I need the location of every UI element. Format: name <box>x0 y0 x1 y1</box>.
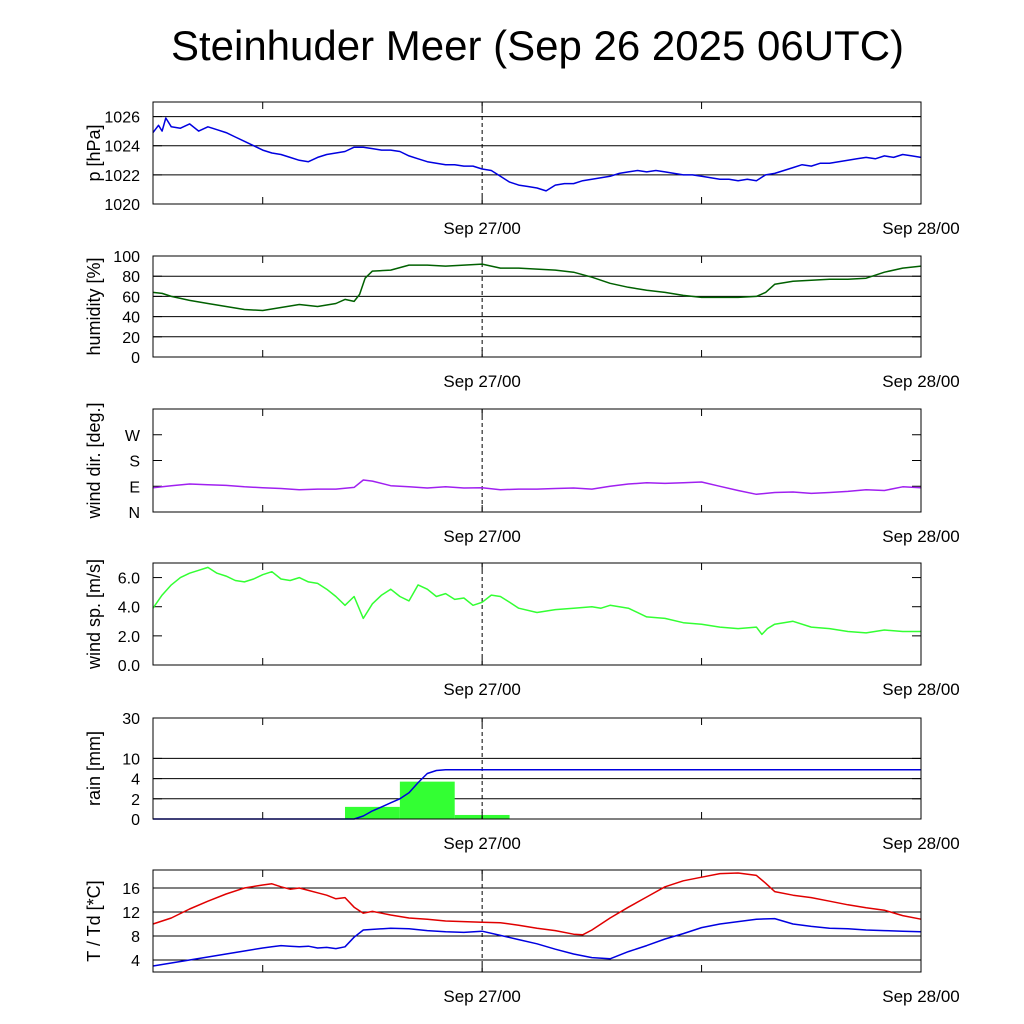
temperature-ytick-label: 16 <box>122 881 140 898</box>
temperature-xtick-label: Sep 27/00 <box>443 987 521 1006</box>
wind_dir-ytick-label: S <box>129 454 140 471</box>
humidity-xtick-label: Sep 27/00 <box>443 372 521 391</box>
humidity-ytick-label: 20 <box>122 330 140 347</box>
wind_dir-ytick-label: N <box>128 505 140 522</box>
rain-bar <box>482 814 510 819</box>
rain-ytick-label: 4 <box>131 772 140 789</box>
pressure-frame <box>152 101 922 205</box>
humidity-frame <box>152 255 922 358</box>
pressure-ytick-label: 1022 <box>104 168 140 185</box>
chart-title: Steinhuder Meer (Sep 26 2025 06UTC) <box>170 22 905 69</box>
wind_speed-ytick-label: 2.0 <box>118 629 140 646</box>
rain-ytick-label: 0 <box>131 812 140 829</box>
wind_dir-ytick-label: W <box>125 428 141 445</box>
humidity-ylabel: humidity [%] <box>84 257 104 355</box>
temperature-frame <box>152 869 922 973</box>
pressure-ytick-label: 1024 <box>104 139 140 156</box>
temperature-ytick-label: 4 <box>131 953 140 970</box>
rain-ytick-label: 10 <box>122 751 140 768</box>
rain-frame <box>152 717 922 820</box>
rain-bar <box>454 814 483 819</box>
pressure-xtick-label: Sep 28/00 <box>882 219 960 238</box>
humidity-xtick-label: Sep 28/00 <box>882 372 960 391</box>
temperature-xtick-label: Sep 28/00 <box>882 987 960 1006</box>
wind_speed-frame <box>152 562 922 666</box>
rain-bar <box>345 806 400 819</box>
rain-ylabel: rain [mm] <box>84 731 104 806</box>
wind_speed-ytick-label: 0.0 <box>118 658 140 675</box>
wind_dir-ytick-label: E <box>129 479 140 496</box>
pressure-xtick-label: Sep 27/00 <box>443 219 521 238</box>
humidity-ytick-label: 60 <box>122 289 140 306</box>
wind_dir-series-dir <box>152 479 922 496</box>
pressure-ylabel: p [hPa] <box>84 124 104 181</box>
wind_speed-xtick-label: Sep 28/00 <box>882 680 960 699</box>
rain-ytick-label: 2 <box>131 792 140 809</box>
humidity-ytick-label: 0 <box>131 350 140 367</box>
rain-series-accumulated <box>153 769 921 820</box>
temperature-ylabel: T / Td [*C] <box>84 880 104 961</box>
wind_dir-frame <box>152 408 922 513</box>
wind_speed-xtick-label: Sep 27/00 <box>443 680 521 699</box>
rain-xtick-label: Sep 27/00 <box>443 834 521 853</box>
wind_dir-ylabel: wind dir. [deg.] <box>84 402 104 519</box>
wind_speed-ylabel: wind sp. [m/s] <box>84 559 104 670</box>
temperature-series-Td <box>152 917 922 967</box>
wind_speed-series-ff <box>152 566 921 636</box>
wind_speed-ytick-label: 6.0 <box>118 571 140 588</box>
temperature-series-T <box>152 872 922 936</box>
humidity-ytick-label: 40 <box>122 310 140 327</box>
temperature-ytick-label: 12 <box>122 905 140 922</box>
wind_speed-ytick-label: 4.0 <box>118 600 140 617</box>
humidity-ytick-label: 100 <box>113 249 140 266</box>
pressure-ytick-label: 1026 <box>104 110 140 127</box>
rain-bar <box>399 781 455 819</box>
pressure-series-p <box>152 117 922 192</box>
temperature-ytick-label: 8 <box>131 929 140 946</box>
rain-xtick-label: Sep 28/00 <box>882 834 960 853</box>
wind_dir-xtick-label: Sep 28/00 <box>882 527 960 546</box>
rain-ytick-label: 30 <box>122 711 140 728</box>
wind_dir-xtick-label: Sep 27/00 <box>443 527 521 546</box>
humidity-ytick-label: 80 <box>122 269 140 286</box>
humidity-series-rh <box>152 263 922 312</box>
pressure-ytick-label: 1020 <box>104 197 140 214</box>
